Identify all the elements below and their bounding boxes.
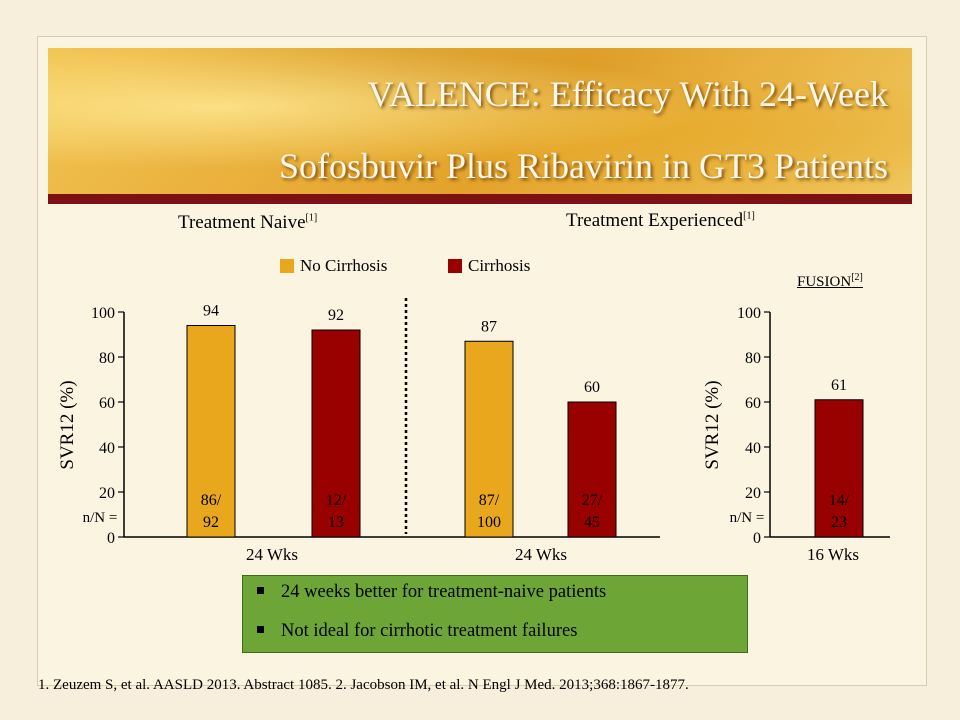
- references: 1. Zeuzem S, et al. AASLD 2013. Abstract…: [38, 677, 689, 693]
- x-group-label: 24 Wks: [246, 545, 298, 564]
- bar-n-label-top: 14/: [829, 492, 850, 509]
- bar-n-label-bottom: 23: [831, 514, 847, 531]
- legend-item-no-cirrhosis: No Cirrhosis: [280, 256, 387, 276]
- section-label-experienced: Treatment Experienced[1]: [566, 210, 755, 231]
- y-axis-label: SVR12 (%): [57, 380, 78, 469]
- fusion-label: FUSION[2]: [797, 272, 863, 290]
- legend-swatch-no-cirrhosis: [280, 259, 294, 273]
- bar-n-label-top: 86/: [201, 492, 222, 509]
- y-tick-label: 20: [99, 485, 115, 502]
- legend-swatch-cirrhosis: [448, 259, 462, 273]
- y-tick-label: 40: [99, 440, 115, 457]
- bar-value-label: 87: [481, 318, 497, 335]
- bar-n-label-top: 27/: [582, 492, 603, 509]
- x-group-label: 16 Wks: [807, 545, 859, 564]
- y-tick-label: 80: [745, 350, 761, 367]
- n-over-n-label: n/N =: [730, 510, 765, 526]
- bar-n-label-bottom: 13: [328, 514, 344, 531]
- slide-title: VALENCE: Efficacy With 24-Week Sofosbuvi…: [48, 58, 888, 202]
- bar: [186, 325, 236, 538]
- bar: [311, 329, 361, 538]
- y-axis-label: SVR12 (%): [702, 380, 723, 469]
- title-banner: [48, 48, 912, 194]
- bar-value-label: 92: [328, 307, 344, 324]
- bar-n-label-bottom: 92: [203, 514, 219, 531]
- bar-value-label: 60: [584, 379, 600, 396]
- bar: [464, 340, 514, 538]
- y-tick-label: 60: [745, 395, 761, 412]
- bar-value-label: 94: [203, 303, 219, 320]
- bar-value-label: 61: [831, 377, 847, 394]
- bar: [567, 401, 617, 538]
- y-tick-label: 40: [745, 440, 761, 457]
- takeaway-item: 24 weeks better for treatment-naive pati…: [257, 582, 606, 603]
- y-tick-label: 80: [99, 350, 115, 367]
- y-tick-label: 0: [753, 530, 761, 547]
- title-line-2: Sofosbuvir Plus Ribavirin in GT3 Patient…: [278, 146, 888, 186]
- bar: [814, 399, 864, 538]
- bullet-square-icon: [257, 587, 264, 595]
- y-tick-label: 0: [107, 530, 115, 547]
- bullet-square-icon: [257, 626, 264, 634]
- y-tick-label: 20: [745, 485, 761, 502]
- title-underline-bar: [48, 194, 912, 204]
- section-label-naive: Treatment Naive[1]: [178, 212, 318, 233]
- n-over-n-label: n/N =: [83, 510, 118, 526]
- bar-n-label-bottom: 45: [584, 514, 600, 531]
- takeaway-item: Not ideal for cirrhotic treatment failur…: [257, 621, 577, 642]
- x-group-label: 24 Wks: [515, 545, 567, 564]
- y-tick-label: 100: [91, 305, 115, 322]
- legend-item-cirrhosis: Cirrhosis: [448, 256, 530, 276]
- bar-n-label-top: 87/: [479, 492, 500, 509]
- takeaway-box: 24 weeks better for treatment-naive pati…: [242, 575, 748, 653]
- bar-n-label-top: 12/: [326, 492, 347, 509]
- title-line-1: VALENCE: Efficacy With 24-Week: [367, 74, 888, 114]
- y-tick-label: 100: [737, 305, 761, 322]
- y-tick-label: 60: [99, 395, 115, 412]
- bar-n-label-bottom: 100: [477, 514, 501, 531]
